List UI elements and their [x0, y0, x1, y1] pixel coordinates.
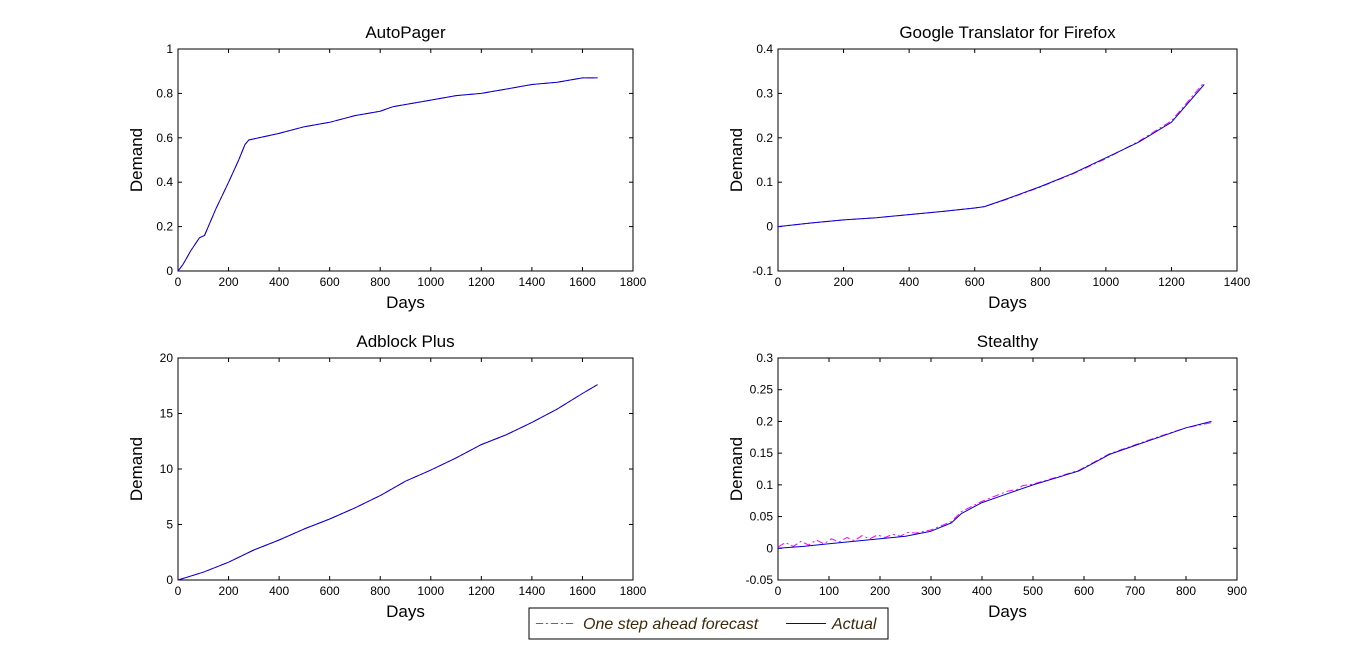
x-tick-label: 300: [921, 584, 941, 598]
series-actual-line: [177, 77, 598, 272]
y-tick-label: 0.4: [156, 175, 173, 189]
chart-title: Adblock Plus: [356, 332, 454, 351]
legend: One step ahead forecast Actual: [528, 607, 889, 640]
x-tick-label: 1600: [569, 275, 596, 289]
x-axis-label: Days: [386, 602, 425, 621]
x-tick-label: 200: [834, 275, 854, 289]
series-actual-line: [777, 84, 1205, 228]
x-tick-label: 200: [219, 275, 239, 289]
x-tick-label: 1600: [569, 584, 596, 598]
axes-box: [777, 357, 1238, 581]
y-tick-label: -0.1: [752, 264, 773, 278]
y-tick-label: 0.3: [756, 86, 773, 100]
y-axis-label: Demand: [127, 128, 146, 192]
subplot-adblock-plus: 0 200 400 600 800 1000 1200 1400 1600 1800 0 5 10 15 2…: [127, 332, 647, 621]
legend-forecast-label: One step ahead forecast: [583, 616, 759, 633]
x-tick-label: 500: [1023, 584, 1043, 598]
x-tick-label: 200: [870, 584, 890, 598]
x-tick-label: 600: [320, 275, 340, 289]
axes-box: [777, 48, 1238, 272]
y-tick-label: 0.2: [756, 131, 773, 145]
legend-actual-label: Actual: [831, 616, 877, 633]
y-tick-label: 0.3: [756, 351, 773, 365]
y-axis-label: Demand: [127, 437, 146, 501]
x-tick-label: 1400: [519, 584, 546, 598]
y-tick-label: 10: [160, 462, 174, 476]
y-tick-label: 0.05: [750, 510, 774, 524]
y-axis-label: Demand: [727, 437, 746, 501]
series-actual-line: [177, 384, 598, 581]
x-tick-label: 600: [1074, 584, 1094, 598]
y-tick-label: 0: [166, 264, 173, 278]
axes-box: [177, 357, 634, 581]
x-tick-label: 400: [269, 584, 289, 598]
x-tick-label: 0: [775, 275, 782, 289]
series-forecast-line: [777, 422, 1212, 548]
chart-title: Stealthy: [977, 332, 1039, 351]
x-tick-label: 400: [972, 584, 992, 598]
x-tick-label: 800: [370, 275, 390, 289]
x-tick-label: 400: [269, 275, 289, 289]
axes-box: [177, 48, 634, 272]
y-tick-label: 20: [160, 351, 174, 365]
chart-title: Google Translator for Firefox: [899, 23, 1116, 42]
y-tick-label: 0.2: [756, 414, 773, 428]
y-tick-label: 0.1: [756, 478, 773, 492]
x-tick-label: 1000: [1093, 275, 1120, 289]
x-tick-label: 0: [175, 275, 182, 289]
x-tick-label: 1000: [417, 584, 444, 598]
y-tick-label: 1: [166, 42, 173, 56]
x-tick-label: 600: [320, 584, 340, 598]
x-tick-label: 1200: [468, 275, 495, 289]
x-tick-label: 1200: [468, 584, 495, 598]
subplot-autopager: 0 200 400 600 800 1000 1200 1400 1600 1800 0 0.2 0.4…: [127, 23, 647, 312]
y-tick-label: 0: [766, 220, 773, 234]
x-axis-label: Days: [988, 602, 1027, 621]
x-tick-label: 1200: [1158, 275, 1185, 289]
x-tick-label: 200: [219, 584, 239, 598]
x-tick-label: 800: [1030, 275, 1050, 289]
x-axis-label: Days: [988, 293, 1027, 312]
x-tick-label: 0: [775, 584, 782, 598]
x-tick-label: 1800: [620, 584, 647, 598]
x-tick-label: 1000: [417, 275, 444, 289]
subplot-google-translator: 0 200 400 600 800 1000 1200 1400-0.100.10.20.30…: [727, 23, 1251, 312]
y-tick-label: 0.1: [756, 175, 773, 189]
x-tick-label: 600: [965, 275, 985, 289]
subplot-grid: 0 200 400 600 800 1000 1200 1400 1600 180000.20.4…: [127, 23, 1251, 621]
x-tick-label: 700: [1125, 584, 1145, 598]
x-tick-label: 400: [899, 275, 919, 289]
x-tick-label: 900: [1227, 584, 1247, 598]
legend-box: [528, 607, 889, 640]
chart-title: AutoPager: [365, 23, 446, 42]
x-tick-label: 800: [370, 584, 390, 598]
y-tick-label: 0.15: [750, 446, 774, 460]
y-tick-label: 5: [166, 518, 173, 532]
y-axis-label: Demand: [727, 128, 746, 192]
y-tick-label: 0.6: [156, 131, 173, 145]
y-tick-label: 0: [166, 573, 173, 587]
y-tick-label: 0.4: [756, 42, 773, 56]
series-actual-line: [777, 420, 1212, 549]
x-axis-label: Days: [386, 293, 425, 312]
x-tick-label: 100: [819, 584, 839, 598]
y-tick-label: 15: [160, 407, 174, 421]
x-tick-label: 1400: [1224, 275, 1251, 289]
subplot-stealthy: 0 100 200 300 400 500 600 700 800 900-0.0500.050.…: [727, 332, 1247, 621]
y-tick-label: 0: [766, 541, 773, 555]
y-tick-label: 0.2: [156, 220, 173, 234]
x-tick-label: 1800: [620, 275, 647, 289]
x-tick-label: 0: [175, 584, 182, 598]
y-tick-label: 0.25: [750, 383, 774, 397]
y-tick-label: 0.8: [156, 86, 173, 100]
y-tick-label: -0.05: [746, 573, 774, 587]
x-tick-label: 800: [1176, 584, 1196, 598]
x-tick-label: 1400: [519, 275, 546, 289]
